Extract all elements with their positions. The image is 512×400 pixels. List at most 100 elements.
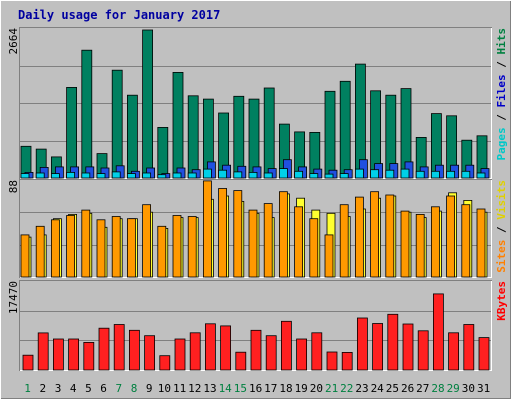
chart-panels: 2664 Pages / Files / Hits 88 Sites / Visits… [7,27,508,371]
bar-kbytes-day-10 [159,355,171,371]
bar-sites-day-1 [20,234,30,278]
x-tick-label-day-19: 19 [295,382,308,395]
bar-sites-day-28 [430,206,440,278]
x-tick-label-day-26: 26 [401,382,414,395]
x-tick-label-day-15: 15 [234,382,247,395]
x-tick-label-day-16: 16 [249,382,262,395]
bar-sites-day-4 [66,215,75,278]
x-tick-label-day-28: 28 [431,382,444,395]
legend-item-4: Hits [495,28,508,55]
bar-sites-day-25 [385,194,395,278]
bar-sites-day-13 [202,180,212,278]
bar-kbytes-day-1 [22,354,34,371]
bar-hits-day-15 [233,95,245,179]
bar-kbytes-day-29 [448,332,460,371]
x-tick-label-day-18: 18 [279,382,292,395]
bar-pages-day-6 [96,173,106,179]
bar-kbytes-day-26 [402,323,414,371]
x-tick-label-day-30: 30 [462,382,475,395]
bar-pages-day-27 [415,170,425,179]
bar-hits-day-17 [263,87,275,179]
bar-sites-day-5 [81,209,91,278]
bar-pages-day-19 [294,170,304,179]
bar-sites-day-10 [157,225,167,278]
bar-sites-day-23 [354,196,364,278]
bar-hits-day-5 [81,49,93,179]
bar-pages-day-23 [354,168,364,179]
bar-kbytes-day-8 [128,329,140,371]
bar-pages-day-18 [278,168,288,179]
bar-kbytes-day-3 [53,338,64,371]
bar-sites-day-24 [370,191,380,278]
x-tick-label-day-22: 22 [340,382,353,395]
bar-kbytes-day-28 [432,293,444,371]
bar-hits-day-4 [66,87,77,179]
bar-kbytes-day-11 [174,338,186,371]
bar-kbytes-day-21 [326,351,338,371]
x-tick-label-day-6: 6 [100,382,107,395]
x-tick-label-day-3: 3 [55,382,62,395]
bar-pages-day-25 [385,169,395,179]
bar-pages-day-16 [248,171,258,179]
bar-sites-day-20 [309,218,319,278]
bar-pages-day-10 [157,174,167,179]
bar-pages-day-17 [263,172,273,179]
x-tick-label-day-24: 24 [371,382,385,395]
bar-pages-day-15 [233,171,243,179]
legend-item-2: Visits [495,180,508,220]
panel-sites-visits: 88 Sites / Visits [7,179,508,278]
bar-hits-day-11 [172,72,184,179]
bar-kbytes-day-23 [356,317,368,371]
x-tick-label-day-12: 12 [188,382,201,395]
bar-sites-day-14 [218,188,228,278]
bar-sites-day-30 [461,204,471,278]
x-tick-label-day-9: 9 [146,382,153,395]
bar-kbytes-day-7 [113,324,125,371]
x-tick-label-day-31: 31 [477,382,490,395]
legend-item-1: / [495,108,508,128]
y-max-label: 88 [7,180,20,193]
y-max-label: 2664 [7,28,20,55]
bar-pages-day-22 [339,173,349,179]
x-tick-label-day-21: 21 [325,382,338,395]
bar-kbytes-day-25 [387,313,399,371]
x-tick-label-day-2: 2 [39,382,46,395]
x-tick-label-day-20: 20 [310,382,323,395]
x-tick-label-day-29: 29 [447,382,460,395]
bar-hits-day-12 [187,95,199,179]
bar-sites-day-26 [400,210,410,278]
x-tick-label-day-8: 8 [131,382,138,395]
bar-sites-day-29 [446,195,456,278]
bar-sites-day-19 [294,206,304,278]
chart-title: Daily usage for January 2017 [18,8,220,22]
bar-kbytes-day-24 [372,323,384,371]
bar-hits-day-7 [111,69,123,179]
bar-kbytes-day-16 [250,329,262,371]
x-tick-label-day-5: 5 [85,382,92,395]
bar-pages-day-30 [461,170,471,179]
bar-sites-day-22 [339,204,349,278]
bar-pages-day-9 [142,172,152,179]
bar-kbytes-day-17 [265,335,277,371]
x-tick-label-day-7: 7 [115,382,122,395]
bar-sites-day-17 [263,203,273,278]
bar-pages-day-4 [66,171,75,179]
bar-kbytes-day-6 [98,327,110,371]
bar-kbytes-day-14 [220,325,232,371]
bar-kbytes-day-27 [417,330,429,371]
bar-pages-day-13 [202,168,212,179]
bar-pages-day-26 [400,168,410,179]
bar-pages-day-12 [187,172,197,179]
bar-pages-day-29 [446,170,456,179]
bar-pages-day-5 [81,172,91,179]
bar-kbytes-day-20 [311,332,323,371]
bar-sites-day-3 [51,219,60,278]
bar-pages-day-8 [127,173,136,179]
bar-sites-day-31 [476,208,486,278]
bar-pages-day-24 [370,169,380,179]
x-tick-label-day-23: 23 [355,382,368,395]
bar-pages-day-11 [172,172,182,179]
bar-sites-day-27 [415,213,425,278]
